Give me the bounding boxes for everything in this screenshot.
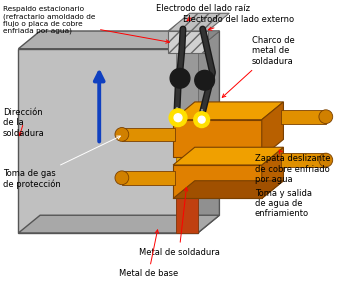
Polygon shape — [168, 13, 229, 31]
Circle shape — [319, 153, 333, 167]
Polygon shape — [173, 165, 262, 199]
Text: Electrodo del lado raíz: Electrodo del lado raíz — [156, 5, 250, 21]
Text: Charco de
metal de
soldadura: Charco de metal de soldadura — [222, 36, 295, 97]
Polygon shape — [176, 159, 198, 233]
Polygon shape — [173, 102, 284, 120]
Circle shape — [195, 70, 215, 90]
Text: Metal de soldadura: Metal de soldadura — [139, 188, 219, 257]
Polygon shape — [176, 115, 198, 164]
Circle shape — [115, 171, 129, 185]
Text: Toma de gas
de protección: Toma de gas de protección — [3, 136, 120, 189]
Polygon shape — [122, 171, 175, 185]
Polygon shape — [262, 102, 284, 157]
Polygon shape — [262, 147, 284, 199]
Polygon shape — [173, 181, 284, 199]
Polygon shape — [122, 127, 175, 141]
Text: Electrodo del lado externo: Electrodo del lado externo — [183, 15, 294, 30]
Polygon shape — [176, 49, 198, 233]
Polygon shape — [176, 31, 219, 49]
Polygon shape — [281, 110, 326, 124]
Text: Zapata deslizante
de cobre enfriado
por agua: Zapata deslizante de cobre enfriado por … — [255, 150, 330, 184]
Polygon shape — [168, 31, 208, 53]
Polygon shape — [281, 153, 326, 167]
Polygon shape — [19, 31, 219, 49]
Circle shape — [198, 116, 205, 123]
Circle shape — [194, 112, 210, 127]
Polygon shape — [173, 147, 284, 165]
Polygon shape — [198, 31, 219, 233]
Text: Toma y salida
de agua de
enfriamiento: Toma y salida de agua de enfriamiento — [255, 180, 315, 219]
Circle shape — [174, 114, 182, 122]
Polygon shape — [19, 215, 219, 233]
Circle shape — [319, 110, 333, 124]
Circle shape — [169, 109, 187, 127]
Text: Dirección
de la
soldadura: Dirección de la soldadura — [3, 108, 44, 138]
Polygon shape — [19, 49, 198, 233]
Text: Respaldo estacionario
(refractario amoldado de
flujo o placa de cobre
enfriada p: Respaldo estacionario (refractario amold… — [3, 6, 169, 43]
Circle shape — [115, 127, 129, 141]
Circle shape — [170, 69, 190, 88]
Text: Metal de base: Metal de base — [119, 230, 178, 278]
Polygon shape — [173, 120, 262, 157]
